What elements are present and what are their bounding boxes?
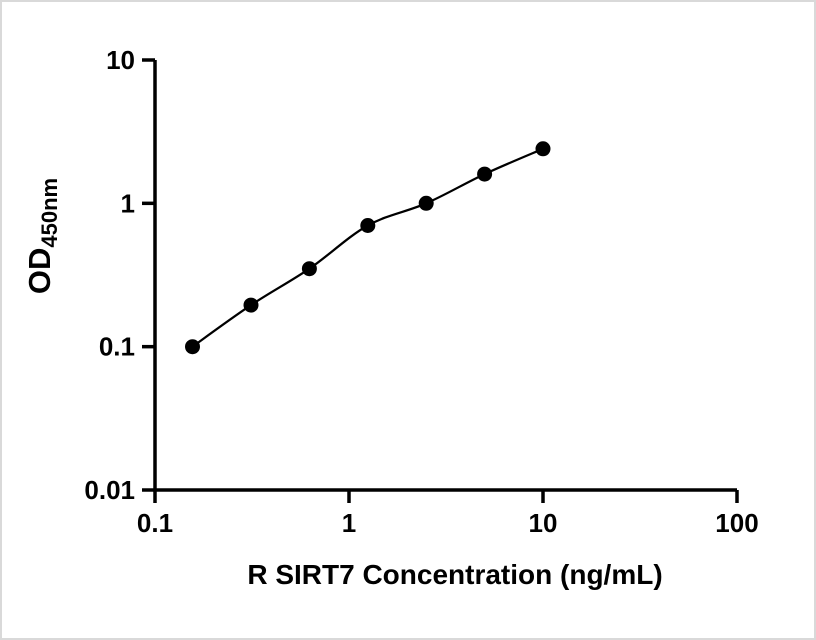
x-axis-tick-label: 1 xyxy=(342,508,356,538)
x-axis-title: R SIRT7 Concentration (ng/mL) xyxy=(247,559,662,590)
x-axis-tick-label: 0.1 xyxy=(137,508,173,538)
data-layer xyxy=(185,141,551,355)
y-axis-tick-label: 10 xyxy=(106,45,135,75)
data-point xyxy=(477,166,493,182)
x-axis-tick-label: 10 xyxy=(529,508,558,538)
data-point xyxy=(243,297,259,313)
y-axis-title: OD450nm xyxy=(22,178,62,294)
data-point xyxy=(301,261,317,277)
y-axis-tick-label: 0.01 xyxy=(84,475,135,505)
y-axis-tick-label: 0.1 xyxy=(99,332,135,362)
y-axis-title-sub: 450nm xyxy=(37,178,62,248)
data-point xyxy=(360,218,376,233)
data-point xyxy=(185,339,200,355)
x-axis-tick-label: 100 xyxy=(715,508,758,538)
y-axis-tick-label: 1 xyxy=(121,188,135,218)
data-point xyxy=(418,195,434,211)
data-point xyxy=(535,141,551,157)
y-axis-title-main: OD xyxy=(22,248,57,295)
axes-frame xyxy=(153,60,737,492)
